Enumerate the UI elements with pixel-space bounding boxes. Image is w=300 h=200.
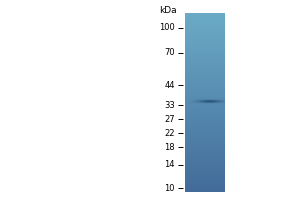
Text: 27: 27 (164, 115, 175, 124)
Text: kDa: kDa (159, 6, 177, 15)
Text: 22: 22 (164, 129, 175, 138)
Text: 10: 10 (164, 184, 175, 193)
Text: 70: 70 (164, 48, 175, 57)
Text: 33: 33 (164, 101, 175, 110)
Text: 14: 14 (164, 160, 175, 169)
Text: 44: 44 (164, 81, 175, 90)
Text: 100: 100 (159, 23, 175, 32)
Text: 18: 18 (164, 143, 175, 152)
